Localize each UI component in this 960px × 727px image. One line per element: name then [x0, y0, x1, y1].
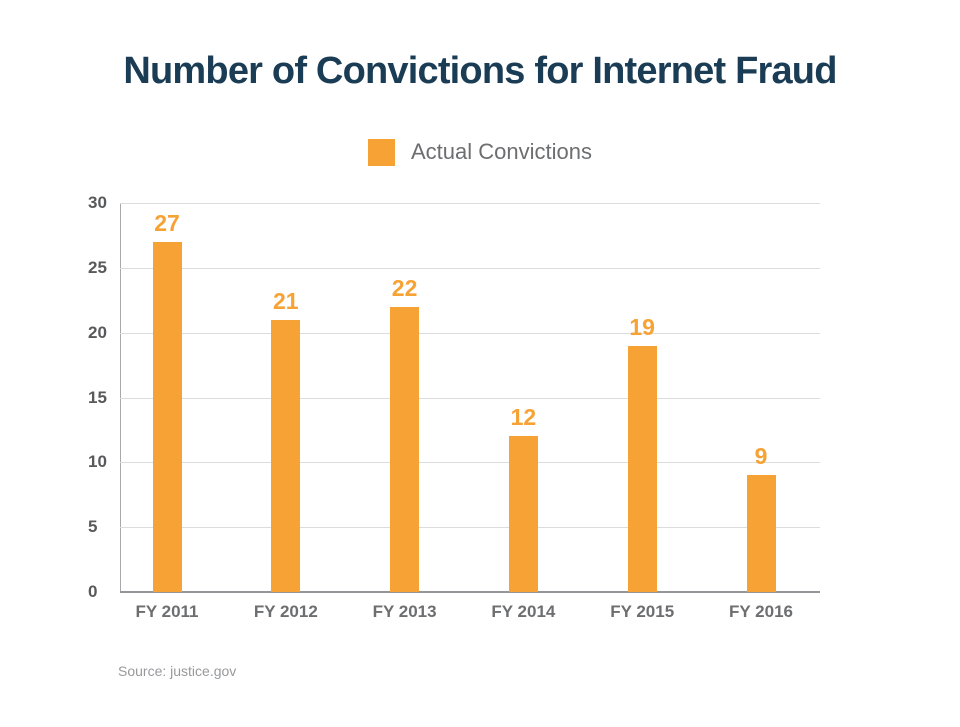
gridline — [120, 203, 820, 204]
x-tick-label: FY 2013 — [372, 602, 437, 621]
gridline — [120, 527, 820, 529]
bar — [746, 475, 776, 592]
bar — [152, 241, 182, 592]
x-tick-label: FY 2014 — [491, 602, 556, 621]
y-tick-label: 0 — [88, 582, 98, 601]
bar-value-label: 19 — [629, 313, 655, 340]
y-axis-labels: 0 5 10 15 20 25 30 — [88, 193, 114, 601]
x-tick-label: FY 2011 — [135, 602, 199, 621]
bar — [390, 306, 420, 592]
x-tick-label: FY 2012 — [253, 602, 318, 621]
y-tick-label: 20 — [88, 322, 107, 342]
bar-value-label: 22 — [391, 274, 418, 301]
source-note: Source: justice.gov — [118, 663, 237, 679]
plot-area: 27 21 22 12 19 9 — [120, 203, 820, 593]
bar-value-label: 21 — [273, 287, 299, 314]
x-axis-labels: FY 2011 FY 2012 FY 2013 FY 2014 FY 2015 FY 20… — [120, 602, 820, 626]
bar — [271, 319, 301, 592]
y-tick-label: 25 — [88, 257, 107, 277]
legend-label: Actual Convictions — [411, 139, 592, 164]
y-tick-label: 30 — [88, 193, 107, 212]
bar-value-label: 9 — [754, 443, 768, 470]
legend: Actual Convictions — [0, 137, 960, 167]
y-tick-label: 5 — [88, 517, 98, 537]
chart-title: Number of Convictions for Internet Fraud — [123, 50, 837, 92]
x-tick-label: FY 2015 — [610, 602, 675, 621]
gridline — [120, 462, 820, 464]
bar — [508, 436, 538, 592]
x-tick-label: FY 2016 — [729, 602, 793, 621]
gridline — [120, 397, 820, 399]
bar-value-label: 12 — [510, 404, 537, 431]
gridline — [120, 332, 820, 334]
bar-value-label: 27 — [154, 209, 180, 236]
y-tick-label: 10 — [88, 452, 107, 472]
legend-swatch — [368, 138, 395, 166]
bar — [627, 345, 657, 592]
x-axis-line — [120, 591, 820, 593]
gridline — [120, 267, 820, 269]
y-tick-label: 15 — [88, 387, 107, 407]
